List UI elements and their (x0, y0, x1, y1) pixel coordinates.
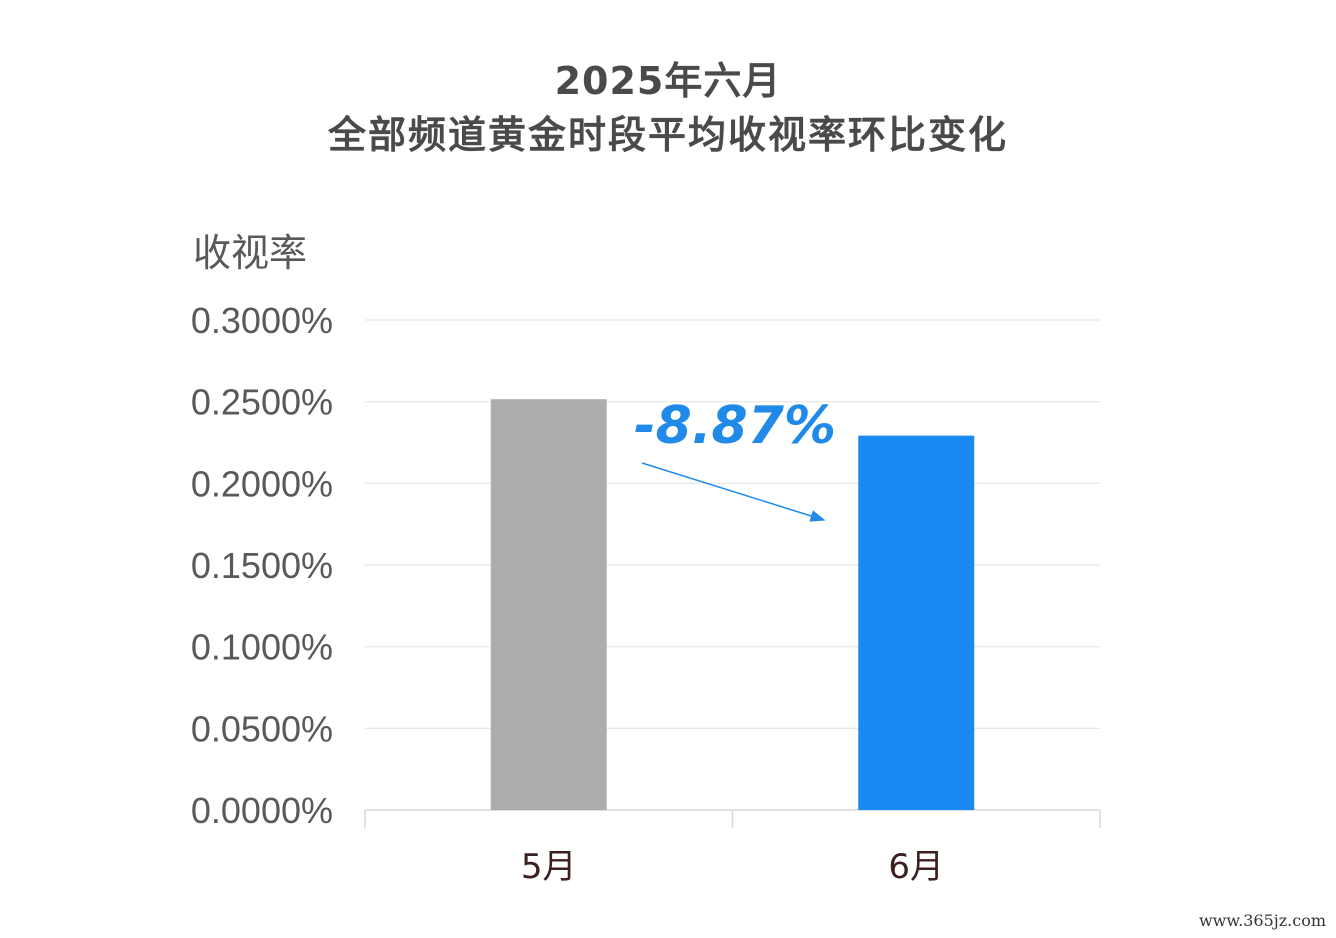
bar-1 (490, 399, 607, 810)
category-labels: 5月 6月 (521, 847, 944, 887)
y-tick-label: 0.1000% (191, 627, 333, 668)
category-label: 6月 (888, 847, 944, 887)
y-axis-label: 收视率 (193, 231, 308, 275)
watermark: www.365jz.com (1196, 911, 1328, 930)
bar-2 (858, 435, 975, 810)
gridlines (364, 319, 1101, 828)
y-tick-label: 0.2000% (191, 463, 333, 504)
change-percentage-label: -8.87% (634, 396, 836, 456)
category-label: 5月 (521, 847, 577, 887)
chart-subtitle: 全部频道黄金时段平均收视率环比变化 (327, 113, 1008, 157)
chart-title: 2025年六月 (554, 59, 782, 103)
y-tick-label: 0.0500% (191, 708, 333, 749)
y-tick-label: 0.2500% (191, 382, 333, 423)
bars (490, 399, 975, 810)
y-tick-label: 0.3000% (191, 300, 333, 341)
change-arrow (641, 462, 826, 522)
y-tick-label: 0.1500% (191, 545, 333, 586)
y-tick-label: 0.0000% (191, 790, 333, 831)
y-tick-labels: 0.0000% 0.0500% 0.1000% 0.1500% 0.2000% 0.250… (191, 300, 333, 831)
